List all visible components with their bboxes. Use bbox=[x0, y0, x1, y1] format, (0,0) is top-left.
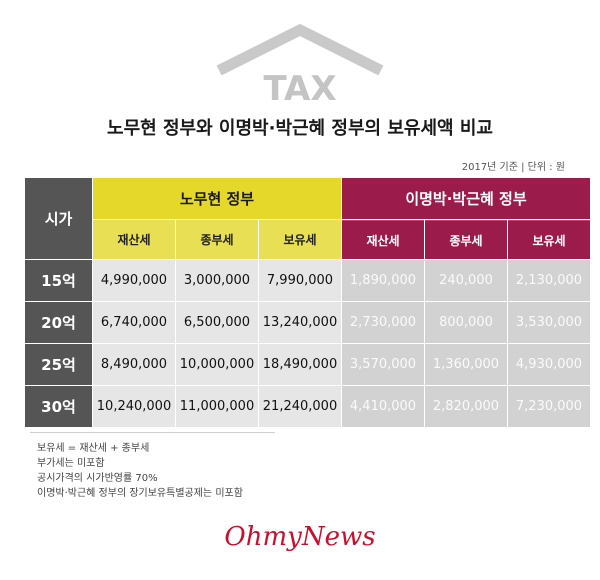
table-cell: 10,000,000 bbox=[176, 344, 258, 385]
table-cell: 10,240,000 bbox=[93, 386, 175, 427]
table-cell: 6,740,000 bbox=[93, 302, 175, 343]
table-cell: 7,990,000 bbox=[259, 260, 341, 301]
table-cell: 8,490,000 bbox=[93, 344, 175, 385]
sub-header-property-tax-a: 재산세 bbox=[93, 220, 175, 259]
base-note: 2017년 기준 | 단위 : 원 bbox=[461, 162, 565, 173]
sub-header-holding-tax-b: 보유세 bbox=[508, 220, 590, 259]
table-cell: 1,360,000 bbox=[425, 344, 507, 385]
table-cell: 3,570,000 bbox=[342, 344, 424, 385]
footnote: 이명박·박근혜 정부의 장기보유특별공제는 미포함 bbox=[37, 488, 243, 499]
table-cell: 2,820,000 bbox=[425, 386, 507, 427]
table-cell: 3,530,000 bbox=[508, 302, 590, 343]
group-header-lee-park: 이명박·박근혜 정부 bbox=[342, 178, 590, 219]
footnote: 공시가격의 시가반영률 70% bbox=[37, 473, 158, 484]
footnote: 보유세 = 재산세 + 종부세 bbox=[37, 443, 150, 454]
table-cell: 800,000 bbox=[425, 302, 507, 343]
row-label: 30억 bbox=[25, 386, 92, 427]
table-cell: 4,410,000 bbox=[342, 386, 424, 427]
footnote: 부가세는 미포함 bbox=[37, 458, 105, 469]
sub-header-comprehensive-tax-b: 종부세 bbox=[425, 220, 507, 259]
table-cell: 4,990,000 bbox=[93, 260, 175, 301]
row-label: 15억 bbox=[25, 260, 92, 301]
table-cell: 240,000 bbox=[425, 260, 507, 301]
table-cell: 11,000,000 bbox=[176, 386, 258, 427]
table-cell: 2,130,000 bbox=[508, 260, 590, 301]
table-cell: 7,230,000 bbox=[508, 386, 590, 427]
page-title: 노무현 정부와 이명박·박근혜 정부의 보유세액 비교 bbox=[107, 118, 493, 139]
logo-text: TAX bbox=[263, 69, 336, 108]
table-cell: 21,240,000 bbox=[259, 386, 341, 427]
table-cell: 1,890,000 bbox=[342, 260, 424, 301]
notes-divider bbox=[30, 432, 275, 433]
comparison-table: 시가 노무현 정부 이명박·박근혜 정부 재산세 종부세 보유세 재산세 종부세… bbox=[25, 178, 590, 427]
ohmynews-logo: OhmyNews bbox=[224, 522, 376, 552]
roof-icon bbox=[216, 24, 384, 76]
table-cell: 18,490,000 bbox=[259, 344, 341, 385]
row-label: 25억 bbox=[25, 344, 92, 385]
corner-header: 시가 bbox=[25, 178, 92, 259]
sub-header-property-tax-b: 재산세 bbox=[342, 220, 424, 259]
footnotes: 보유세 = 재산세 + 종부세 부가세는 미포함 공시가격의 시가반영률 70%… bbox=[37, 441, 243, 501]
table-cell: 3,000,000 bbox=[176, 260, 258, 301]
sub-header-holding-tax-a: 보유세 bbox=[259, 220, 341, 259]
tax-house-logo: TAX bbox=[216, 24, 384, 108]
table-cell: 2,730,000 bbox=[342, 302, 424, 343]
sub-header-comprehensive-tax-a: 종부세 bbox=[176, 220, 258, 259]
table-cell: 13,240,000 bbox=[259, 302, 341, 343]
table-cell: 4,930,000 bbox=[508, 344, 590, 385]
group-header-roh: 노무현 정부 bbox=[93, 178, 341, 219]
row-label: 20억 bbox=[25, 302, 92, 343]
table-cell: 6,500,000 bbox=[176, 302, 258, 343]
